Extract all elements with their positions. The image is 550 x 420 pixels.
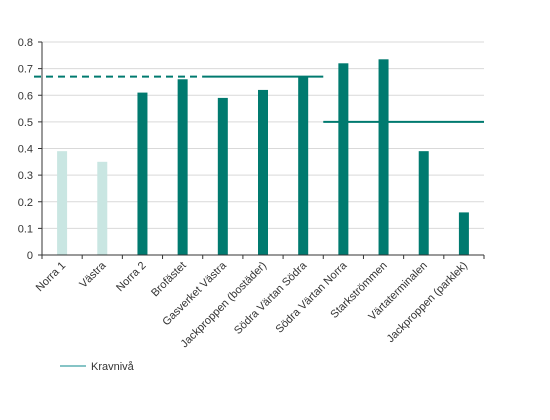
y-tick-label: 0.4 — [18, 144, 33, 156]
x-category-label: Västra — [77, 259, 109, 291]
legend: Kravnivå — [60, 361, 135, 373]
x-category-label: Brofästet — [149, 260, 189, 300]
y-tick-label: 0.5 — [18, 117, 33, 129]
y-tick-label: 0 — [27, 250, 33, 262]
x-category-label: Södra Värtan Norra — [274, 259, 351, 336]
y-tick-label: 0.2 — [18, 197, 33, 209]
kravniva-lines — [34, 75, 484, 123]
x-category-label: Södra Värtan Södra — [232, 259, 310, 337]
y-tick-label: 0.8 — [18, 37, 33, 49]
bar — [258, 89, 268, 255]
y-tick-label: 0.1 — [18, 223, 33, 235]
x-category-label: Norra 2 — [114, 260, 148, 294]
bar — [177, 79, 188, 256]
bar — [137, 92, 148, 256]
bar — [338, 63, 349, 255]
legend-label: Kravnivå — [91, 361, 135, 373]
bar — [217, 97, 228, 255]
bar — [97, 161, 108, 255]
bar — [418, 151, 429, 255]
x-category-label: Norra 1 — [34, 260, 68, 294]
y-tick-label: 0.7 — [18, 64, 33, 76]
bar — [378, 59, 389, 256]
x-category-label: Jackproppen (parklek) — [385, 260, 470, 345]
y-tick-label: 0.6 — [18, 90, 33, 102]
bar — [458, 212, 469, 255]
bars — [57, 59, 469, 256]
bar — [57, 151, 68, 255]
bar — [298, 76, 309, 255]
y-tick-label: 0.3 — [18, 170, 33, 182]
axis-labels: 0 0.1 0.2 0.3 0.4 0.5 0.6 0.7 0.8 Norra 1 Västra No… — [18, 37, 470, 350]
axes — [38, 41, 485, 259]
